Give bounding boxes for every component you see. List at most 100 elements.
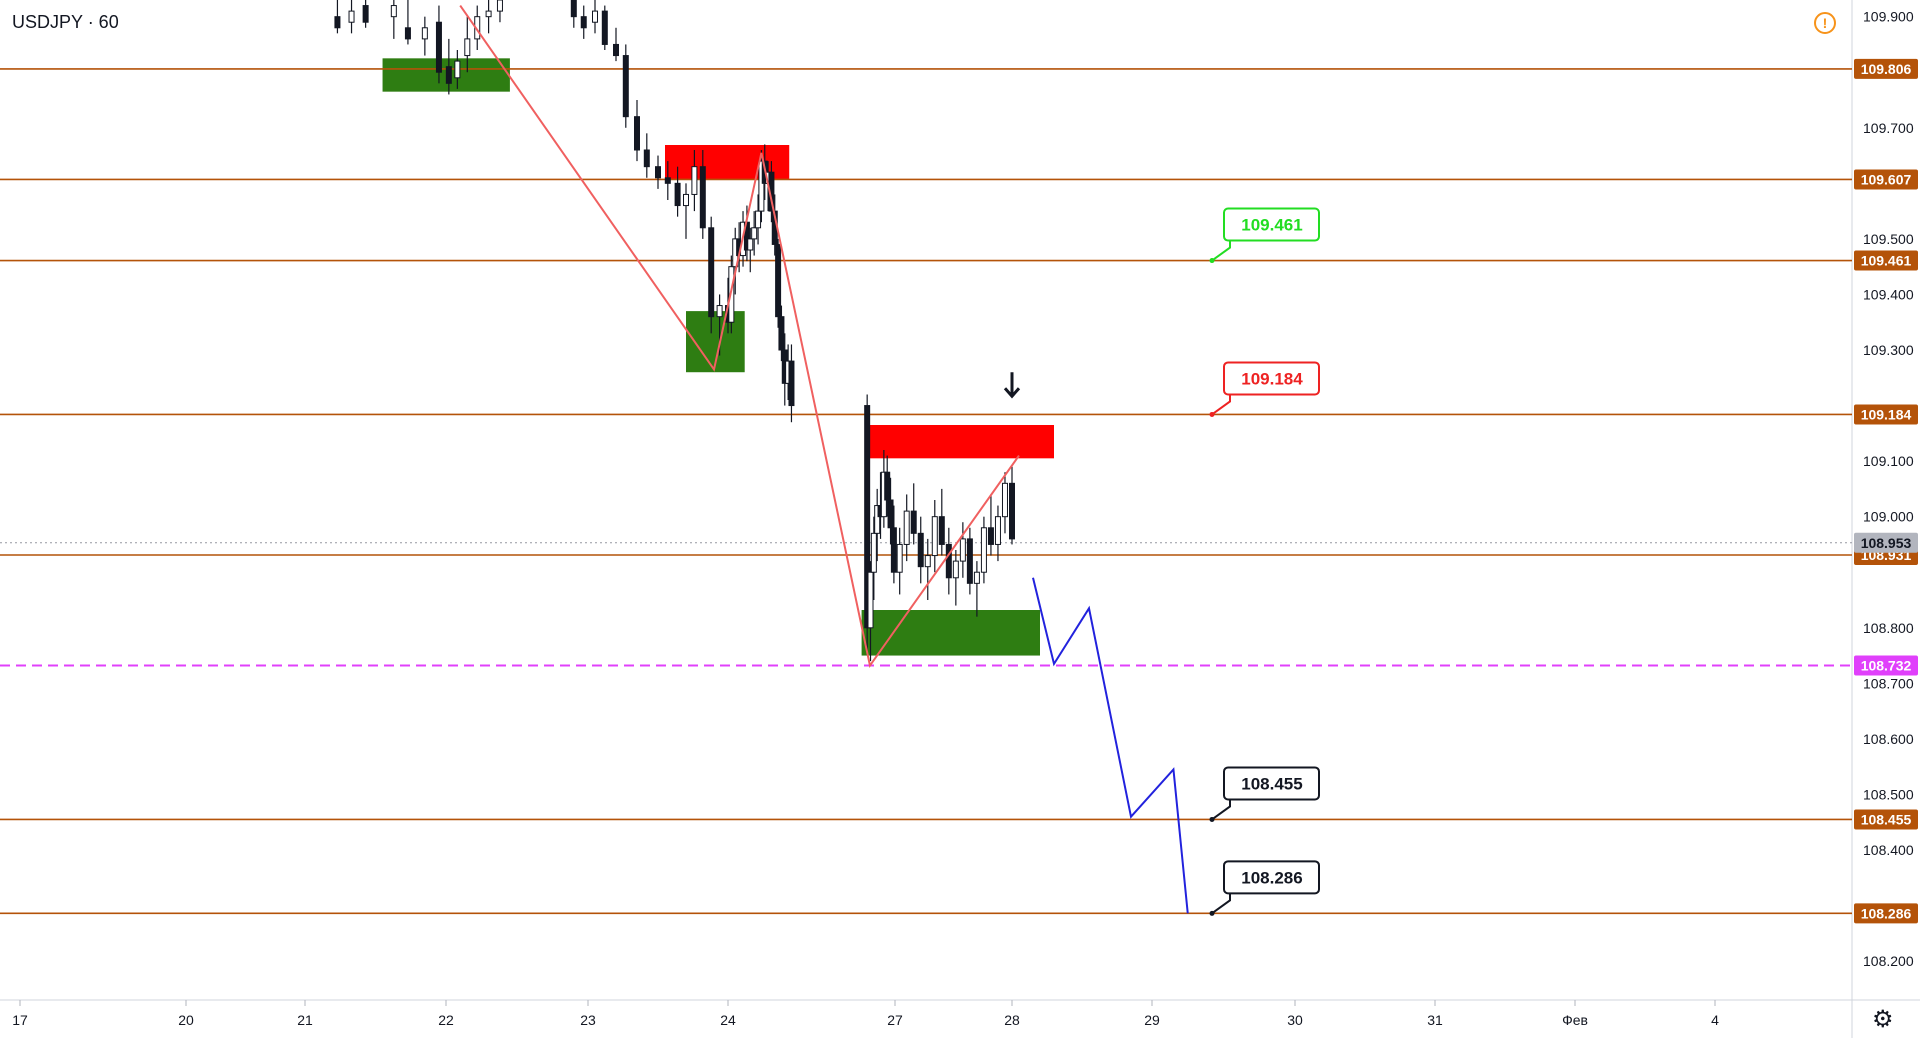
- alert-icon[interactable]: !: [1814, 12, 1836, 34]
- candle-body: [775, 243, 782, 318]
- candle-body: [699, 166, 706, 229]
- zigzag-line[interactable]: [459, 4, 1020, 668]
- x-tick-label: 21: [297, 1012, 313, 1028]
- price-tag-108.286[interactable]: 108.286: [1854, 903, 1918, 924]
- x-tick-label: 31: [1427, 1012, 1443, 1028]
- x-tick-label: 30: [1287, 1012, 1303, 1028]
- candle-body: [496, 0, 503, 12]
- candle-body: [931, 516, 938, 557]
- price-callout-109.184[interactable]: 109.184: [1209, 361, 1320, 417]
- x-tick-label: 28: [1004, 1012, 1020, 1028]
- candle-body: [1001, 482, 1008, 518]
- candle-body: [874, 505, 881, 534]
- candle-body: [758, 160, 765, 212]
- candle-body: [580, 16, 587, 29]
- x-tick-label: 20: [178, 1012, 194, 1028]
- y-tick-label: 108.500: [1863, 786, 1914, 802]
- y-tick-label: 109.700: [1863, 120, 1914, 136]
- callout-pointer: [1211, 797, 1231, 821]
- projection-line[interactable]: [1032, 577, 1189, 914]
- price-tag-label: 108.732: [1861, 658, 1912, 674]
- candle-body: [952, 560, 959, 579]
- price-tag-label: 109.461: [1861, 253, 1912, 269]
- candle-body: [454, 60, 461, 79]
- y-tick-label: 109.000: [1863, 509, 1914, 525]
- x-tick-label: 24: [720, 1012, 736, 1028]
- price-tag-bg: [1854, 532, 1918, 553]
- callout-box: [1223, 766, 1320, 801]
- candle-body: [421, 27, 428, 40]
- candle-body: [390, 5, 397, 18]
- price-tag-109.461[interactable]: 109.461: [1854, 250, 1918, 271]
- candle-body: [404, 27, 411, 40]
- price-tag-label: 108.455: [1861, 811, 1912, 827]
- candle-body: [924, 555, 931, 568]
- y-tick-label: 109.300: [1863, 342, 1914, 358]
- candle-body: [683, 193, 689, 207]
- price-tag-label: 109.607: [1861, 171, 1912, 187]
- callout-label: 108.286: [1241, 868, 1302, 887]
- candle-body: [755, 210, 762, 229]
- price-tag-bg: [1854, 250, 1918, 271]
- candle-body: [664, 177, 671, 184]
- candle-body: [485, 10, 492, 18]
- candle-body: [980, 527, 987, 573]
- callout-label: 109.184: [1241, 369, 1303, 388]
- gear-icon[interactable]: ⚙: [1872, 1006, 1894, 1033]
- candle-body: [716, 305, 723, 318]
- candle-body: [867, 571, 874, 629]
- price-tag-bg: [1854, 809, 1918, 830]
- candle-body: [348, 10, 355, 23]
- y-tick-label: 109.900: [1863, 9, 1914, 25]
- price-tag-label: 108.953: [1861, 535, 1912, 551]
- price-tag-109.607[interactable]: 109.607: [1854, 169, 1918, 190]
- callout-label: 109.461: [1241, 216, 1302, 235]
- candle-body: [464, 38, 471, 57]
- candle-body: [691, 166, 698, 195]
- candle-body: [890, 527, 897, 573]
- price-tag-label: 109.184: [1861, 406, 1912, 422]
- candle-body: [903, 510, 910, 545]
- price-callout-108.455[interactable]: 108.455: [1209, 766, 1320, 822]
- price-tag-108.732[interactable]: 108.732: [1854, 655, 1918, 676]
- callout-pointer: [1211, 392, 1231, 416]
- candle-body: [570, 0, 577, 18]
- price-tag-bg: [1854, 404, 1918, 425]
- x-tick-label: 4: [1711, 1012, 1719, 1028]
- candle-body: [334, 16, 341, 29]
- callout-pointer: [1211, 891, 1231, 915]
- price-tag-108.455[interactable]: 108.455: [1854, 809, 1918, 830]
- candle-body: [592, 10, 598, 23]
- price-tag-109.184[interactable]: 109.184: [1854, 404, 1918, 425]
- candle-body: [884, 471, 891, 501]
- candle-body: [747, 238, 754, 251]
- price-tag-109.806[interactable]: 109.806: [1854, 58, 1918, 79]
- price-tag-bg: [1854, 655, 1918, 676]
- candle-body: [910, 510, 917, 534]
- callout-box: [1223, 207, 1320, 242]
- candle-body: [917, 532, 924, 568]
- symbol-title[interactable]: USDJPY · 60: [12, 12, 119, 32]
- candle-body: [938, 516, 945, 545]
- y-tick-label: 108.800: [1863, 620, 1914, 636]
- candle-body: [1009, 482, 1015, 540]
- x-tick-label: 17: [12, 1012, 28, 1028]
- x-tick-label: 27: [887, 1012, 903, 1028]
- supply-zone-3[interactable]: [869, 425, 1054, 459]
- candle-body: [613, 43, 619, 57]
- demand-zone-4[interactable]: [861, 610, 1040, 656]
- candle-body: [959, 538, 966, 562]
- price-callout-108.286[interactable]: 108.286: [1209, 860, 1320, 916]
- candle-body: [887, 499, 894, 529]
- price-tag-bg: [1854, 169, 1918, 190]
- price-callout-109.461[interactable]: 109.461: [1209, 207, 1320, 264]
- current-price-tag[interactable]: 108.953: [1854, 532, 1918, 553]
- candle-body: [622, 55, 629, 118]
- candle-body: [945, 543, 952, 579]
- x-tick-label: 22: [438, 1012, 454, 1028]
- price-tag-label: 109.806: [1861, 61, 1912, 77]
- candle-body: [864, 405, 871, 629]
- candle-body: [362, 5, 369, 23]
- candle-body: [445, 66, 452, 84]
